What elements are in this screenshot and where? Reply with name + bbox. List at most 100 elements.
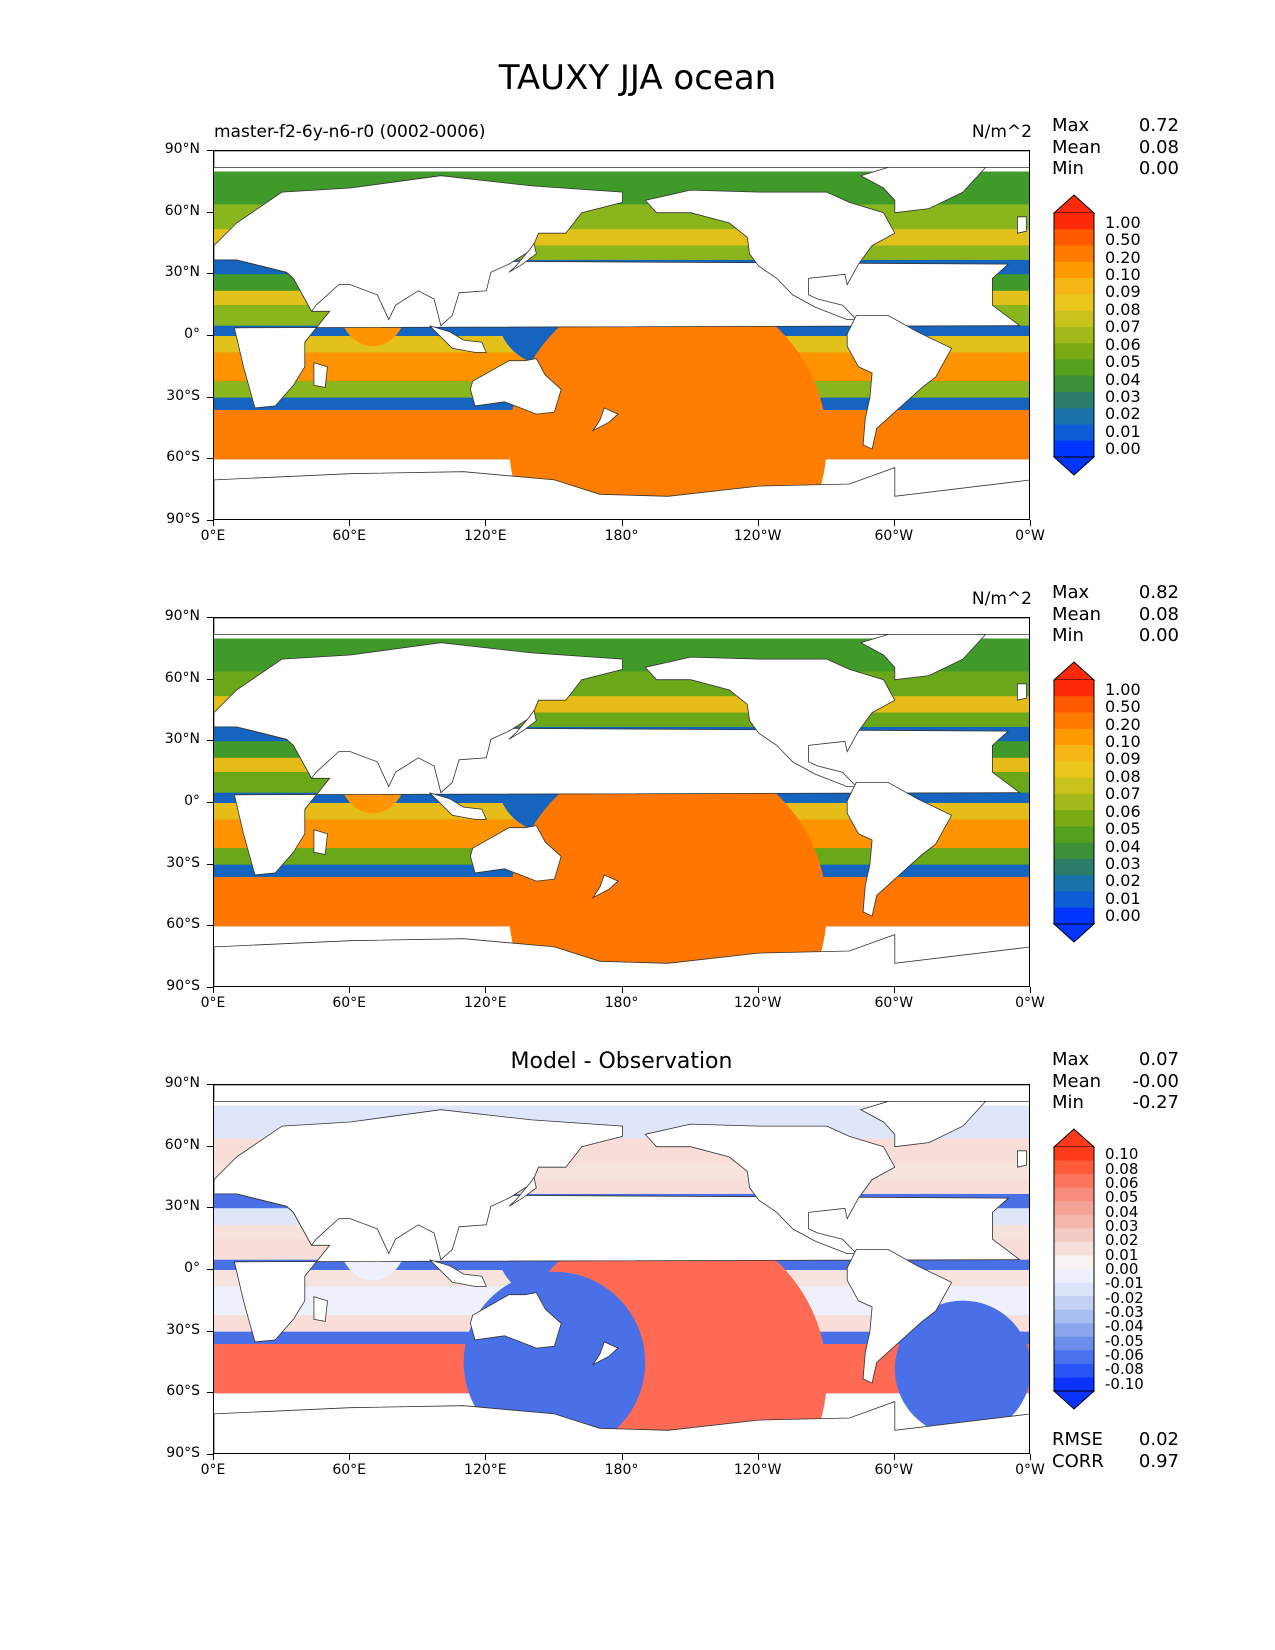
colorbar-segment	[1054, 1336, 1094, 1351]
x-tick	[757, 1454, 759, 1460]
y-tick	[207, 863, 213, 865]
stat-label: Max	[1052, 1049, 1090, 1070]
colorbar-segment	[1054, 728, 1094, 746]
x-tick-label: 60°E	[332, 528, 366, 544]
x-tick-label: 120°E	[464, 1462, 507, 1478]
colorbar-label: 0.08	[1105, 299, 1141, 319]
colorbar	[1052, 661, 1096, 943]
x-tick	[485, 520, 487, 526]
x-tick-label: 120°E	[464, 528, 507, 544]
stat-value: 0.08	[1138, 136, 1179, 158]
stat-label: RMSE	[1052, 1429, 1103, 1450]
colorbar-label: 0.08	[1105, 1159, 1139, 1178]
x-tick-label: 60°E	[332, 995, 366, 1011]
x-tick-label: 0°E	[200, 995, 226, 1011]
y-tick-label: 30°N	[164, 1198, 200, 1215]
colorbar-segment	[1054, 261, 1094, 279]
stat-row: Max 0.07	[1052, 1049, 1179, 1071]
colorbar-label: -0.02	[1105, 1288, 1144, 1307]
colorbar-label: 0.04	[1105, 1202, 1139, 1221]
colorbar-label: 0.05	[1105, 819, 1141, 839]
colorbar-label: 0.07	[1105, 317, 1141, 337]
x-tick	[1030, 520, 1031, 526]
y-tick	[207, 211, 213, 213]
stat-label: Mean	[1052, 136, 1102, 158]
stat-label: Mean	[1052, 1070, 1102, 1092]
colorbar-segment	[1054, 1160, 1094, 1175]
colorbar-label: 0.00	[1105, 439, 1141, 459]
coastline-indonesia	[429, 792, 487, 820]
contour-band	[509, 751, 827, 986]
coastline-japan	[508, 1176, 537, 1207]
colorbar-segment	[1054, 745, 1094, 762]
coastline-north-america	[644, 656, 896, 788]
coastline-antarctica	[214, 467, 1029, 519]
y-tick	[207, 987, 213, 988]
coastline-europe-asia	[214, 642, 623, 794]
y-tick-label: 90°S	[166, 1445, 200, 1461]
x-tick	[349, 520, 351, 526]
colorbar-segment	[1054, 278, 1094, 295]
x-tick-label: 180°	[604, 528, 639, 544]
stat-value: 0.72	[1138, 115, 1179, 136]
error-stats-block: RMSE 0.02 CORR 0.97	[1052, 1429, 1179, 1472]
colorbar-segment	[1054, 1363, 1094, 1378]
coastline-madagascar	[313, 1296, 328, 1322]
colorbar-segment	[1054, 875, 1094, 892]
colorbar-segment	[1054, 375, 1094, 393]
stat-value: -0.27	[1132, 1092, 1179, 1113]
coastline-madagascar	[313, 829, 328, 855]
panel-subtitle: master-f2-6y-n6-r0 (0002-0006)	[214, 122, 486, 142]
x-tick-label: 0°W	[1015, 1462, 1045, 1478]
y-tick-label: 60°S	[166, 1383, 200, 1400]
x-tick-label: 120°E	[464, 995, 507, 1011]
y-tick-label: 60°S	[166, 449, 200, 466]
coastline-australia	[469, 358, 562, 415]
colorbar-segment	[1054, 408, 1094, 425]
colorbar-label: 0.01	[1105, 1245, 1139, 1264]
x-tick	[349, 1454, 351, 1460]
x-tick	[213, 987, 214, 993]
colorbar-segment	[1054, 1309, 1094, 1324]
colorbar-segment	[1054, 1282, 1094, 1297]
colorbar-segment	[1054, 907, 1094, 925]
y-tick-label: 60°N	[164, 202, 200, 219]
x-tick-label: 120°W	[733, 528, 782, 544]
colorbar-segment	[1054, 359, 1094, 377]
x-tick	[349, 987, 351, 993]
y-tick-label: 60°S	[166, 916, 200, 933]
colorbar-label: 0.00	[1105, 906, 1141, 926]
colorbar-segment	[1054, 391, 1094, 409]
y-tick-label: 30°S	[166, 854, 200, 871]
y-tick-label: 30°N	[164, 731, 200, 748]
stat-value: 0.00	[1138, 625, 1179, 646]
colorbar-segment	[1054, 294, 1094, 312]
y-tick-label: 60°N	[164, 669, 200, 686]
colorbar-label: -0.10	[1105, 1374, 1144, 1393]
colorbar-segment	[1054, 858, 1094, 876]
colorbar-label: -0.05	[1105, 1331, 1144, 1350]
colorbar-segment	[1054, 777, 1094, 795]
x-tick	[621, 987, 623, 993]
colorbar-segment	[1054, 1296, 1094, 1311]
coastline-japan	[508, 709, 537, 740]
colorbar-label: 0.06	[1105, 334, 1141, 354]
x-tick	[893, 1454, 895, 1460]
colorbar-segment	[1054, 1241, 1094, 1256]
colorbar-label: -0.04	[1105, 1317, 1144, 1336]
colorbar-segment	[1054, 245, 1094, 263]
stat-value: 0.00	[1138, 158, 1179, 179]
stat-label: Max	[1052, 582, 1090, 603]
stat-value: 0.08	[1138, 603, 1179, 625]
colorbar-segment	[1054, 1187, 1094, 1202]
stat-value: 0.97	[1138, 1450, 1179, 1472]
stat-row: Max 0.82	[1052, 582, 1179, 604]
stat-value: 0.82	[1138, 582, 1179, 603]
y-tick-label: 0°	[184, 793, 200, 809]
x-tick	[757, 520, 759, 526]
colorbar-segment	[1054, 891, 1094, 909]
stat-row: Mean -0.00	[1052, 1071, 1179, 1093]
colorbar-segment	[1054, 1377, 1094, 1392]
x-tick-label: 0°E	[200, 1462, 226, 1478]
coastline-south-america	[846, 314, 953, 450]
